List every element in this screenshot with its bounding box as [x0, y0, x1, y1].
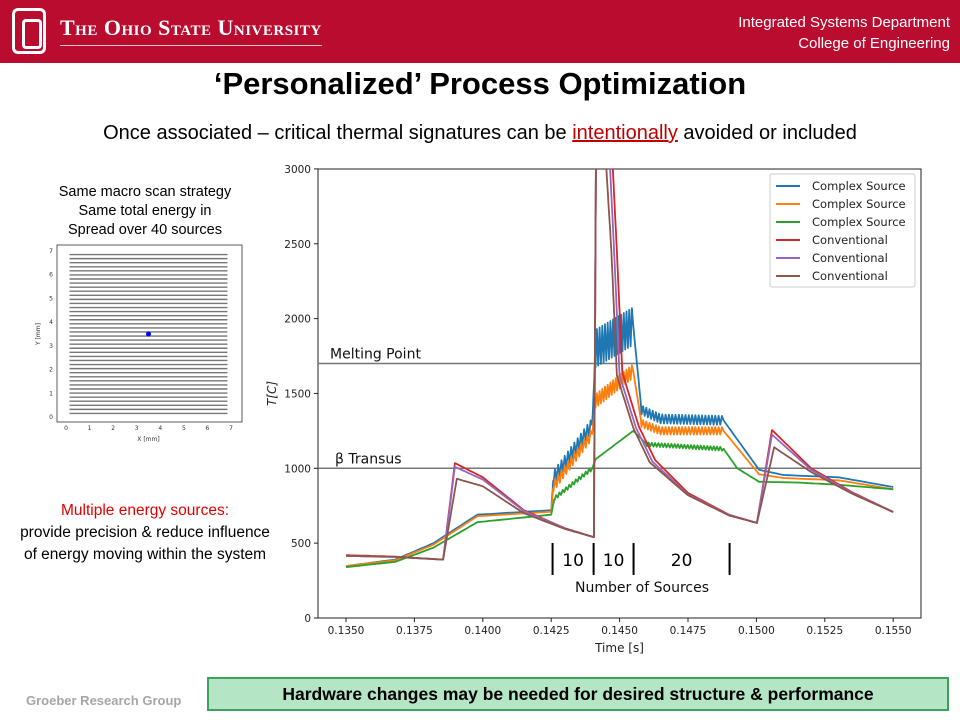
inset-x-tick: 5: [182, 425, 186, 432]
header-bar: The Ohio State University Integrated Sys…: [0, 0, 960, 63]
inset-x-tick: 1: [88, 425, 92, 432]
legend-label: Complex Source: [812, 215, 906, 229]
y-tick-label: 2000: [284, 314, 311, 326]
source-count-label: 10: [603, 551, 625, 571]
x-tick-label: 0.1400: [464, 625, 501, 637]
series-line: [345, 169, 894, 561]
source-count-label: 10: [562, 551, 584, 571]
legend-label: Conventional: [812, 269, 888, 283]
y-tick-label: 0: [304, 613, 311, 625]
subtitle-after: avoided or included: [677, 122, 857, 144]
series-line: [345, 307, 894, 567]
y-tick-label: 500: [291, 538, 311, 550]
conclusion-banner: Hardware changes may be needed for desir…: [207, 677, 949, 711]
x-tick-label: 0.1425: [533, 625, 570, 637]
subtitle-before: Once associated – critical thermal signa…: [103, 122, 573, 144]
x-tick-label: 0.1475: [670, 625, 707, 637]
slide-subtitle: Once associated – critical thermal signa…: [0, 122, 960, 145]
y-tick-label: 1000: [284, 463, 311, 475]
x-tick-label: 0.1350: [328, 625, 365, 637]
college-name: College of Engineering: [798, 35, 950, 52]
series-group: [345, 169, 894, 568]
inset-x-tick: 3: [135, 425, 139, 432]
y-tick-label: 2500: [284, 239, 311, 251]
x-tick-label: 0.1500: [738, 625, 775, 637]
reference-line-label: β Transus: [335, 451, 402, 467]
legend-label: Complex Source: [812, 179, 906, 193]
inset-x-tick: 4: [158, 425, 162, 432]
department-info: Integrated Systems Department College of…: [738, 12, 950, 54]
scan-path-inset: 0 0 1 1 2 2 3 3 4 4 5 5 6 6 7 7 X [mm] Y [mm]: [35, 244, 243, 443]
note-line: Same total energy in: [78, 203, 212, 219]
x-tick-label: 0.1450: [601, 625, 638, 637]
note-heading: Multiple energy sources:: [61, 502, 229, 519]
x-tick-label: 0.1375: [396, 625, 433, 637]
inset-y-tick: 5: [49, 295, 53, 302]
inset-x-tick: 0: [64, 425, 68, 432]
inset-x-tick: 2: [111, 425, 115, 432]
university-name: The Ohio State University: [60, 15, 322, 46]
reference-line-label: Melting Point: [330, 347, 421, 363]
y-tick-label: 1500: [284, 388, 311, 400]
legend-label: Complex Source: [812, 197, 906, 211]
inset-y-tick: 1: [49, 390, 53, 397]
note-line: Spread over 40 sources: [68, 222, 222, 238]
inset-y-tick: 3: [49, 343, 53, 350]
osu-block-o-logo: [12, 8, 46, 54]
department-name: Integrated Systems Department: [738, 14, 950, 31]
series-line: [345, 169, 894, 561]
x-tick-label: 0.1525: [806, 625, 843, 637]
inset-y-tick: 0: [49, 414, 53, 421]
series-line: [345, 364, 894, 567]
source-count-label: 20: [671, 551, 693, 571]
inset-x-label: X [mm]: [137, 436, 159, 443]
note-line: Same macro scan strategy: [58, 184, 232, 200]
energy-sources-note: Multiple energy sources: provide precisi…: [20, 500, 270, 566]
x-axis-label: Time [s]: [594, 641, 644, 655]
inset-x-tick: 7: [229, 425, 233, 432]
research-group-label: Groeber Research Group: [26, 693, 182, 708]
temperature-chart: 0.1350 0.1375 0.1400 0.1425 0.1450 0.1475 0.15…: [265, 164, 922, 655]
inset-y-label: Y [mm]: [35, 323, 42, 346]
y-tick-label: 3000: [284, 164, 311, 176]
legend-label: Conventional: [812, 233, 888, 247]
inset-y-tick: 7: [49, 248, 53, 255]
legend-label: Conventional: [812, 251, 888, 265]
slide-title: ‘Personalized’ Process Optimization: [213, 66, 747, 101]
subtitle-emphasis: intentionally: [572, 122, 678, 144]
x-tick-label: 0.1550: [875, 625, 912, 637]
note-body: provide precision & reduce influence of …: [20, 524, 270, 563]
inset-x-tick: 6: [206, 425, 210, 432]
legend: [769, 173, 916, 288]
inset-y-tick: 4: [49, 319, 53, 326]
inset-y-tick: 2: [49, 367, 53, 374]
heat-source-point: [146, 331, 151, 337]
number-of-sources-label: Number of Sources: [575, 580, 709, 596]
y-axis-label: T[C]: [265, 381, 279, 406]
inset-y-tick: 6: [49, 272, 53, 279]
scan-strategy-notes: Same macro scan strategy Same total ener…: [30, 183, 260, 240]
